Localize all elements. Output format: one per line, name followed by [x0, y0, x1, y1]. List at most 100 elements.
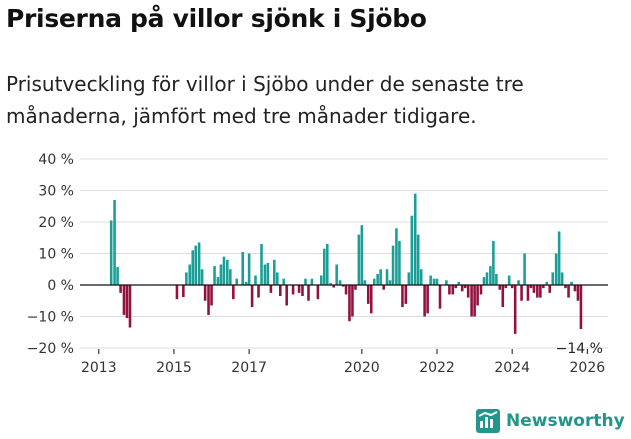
bar [219, 264, 223, 285]
bar [357, 234, 361, 285]
bar [348, 285, 351, 322]
bar [395, 228, 398, 285]
bar [322, 248, 326, 285]
chart-title: Priserna på villor sjönk i Sjöbo [6, 4, 427, 33]
bar [407, 272, 411, 285]
bar [438, 285, 442, 309]
x-tick-label: 2015 [156, 360, 192, 376]
bar [404, 285, 408, 304]
bar [485, 272, 489, 285]
bar [269, 285, 273, 293]
bar [432, 278, 436, 285]
x-tick-label: 2017 [231, 360, 267, 376]
bar [188, 264, 192, 285]
bar [197, 242, 201, 285]
bar [451, 285, 455, 295]
bar [466, 285, 470, 298]
bar [285, 285, 288, 306]
bar [560, 272, 564, 285]
bar [203, 285, 207, 301]
y-tick-label: 40 % [38, 152, 74, 168]
bar [579, 285, 583, 330]
x-tick-label: 2020 [344, 360, 380, 376]
latest-value-annotation: −14 % [556, 341, 603, 357]
bar [297, 285, 301, 293]
bar [344, 285, 348, 295]
bar [229, 269, 232, 285]
bar [250, 285, 254, 308]
bar [335, 264, 338, 285]
bar [492, 240, 495, 285]
bar [376, 273, 379, 285]
bar [372, 278, 376, 285]
bar [247, 253, 251, 285]
bar [273, 259, 276, 285]
bar [498, 285, 502, 290]
bar [279, 285, 282, 297]
bar [473, 285, 476, 317]
bar [369, 285, 373, 314]
bar [426, 285, 429, 314]
bar [191, 250, 195, 285]
bar [310, 278, 314, 285]
bar [194, 245, 198, 286]
bar [113, 199, 116, 285]
bar [263, 264, 267, 285]
bar [457, 281, 461, 285]
bar [554, 253, 558, 285]
bar [513, 285, 517, 334]
bar [325, 244, 329, 285]
bar [341, 285, 345, 287]
brand-name: Newsworthy [506, 411, 625, 431]
bar [567, 285, 570, 298]
bar [489, 266, 492, 285]
bar [226, 259, 229, 285]
bar [366, 285, 370, 304]
bar [363, 280, 367, 285]
bar [382, 285, 385, 290]
y-tick-label: 10 % [38, 247, 74, 263]
y-tick-label: −20 % [27, 341, 74, 357]
bar [501, 285, 505, 308]
bar [435, 278, 439, 285]
bar [319, 275, 323, 285]
x-axis: 2013 2015 2017 2020 2022 2024 2026 [81, 349, 605, 376]
bar [329, 282, 332, 285]
y-tick-label: 30 % [38, 184, 74, 200]
bar [301, 285, 304, 297]
bar [291, 285, 295, 295]
bar [351, 285, 354, 317]
bar [307, 285, 310, 301]
bar [526, 285, 530, 301]
bar [463, 285, 467, 289]
bar [304, 278, 307, 285]
bar [388, 280, 392, 285]
bar [338, 280, 342, 285]
bar [454, 285, 458, 289]
bar [385, 269, 389, 285]
bar [232, 285, 235, 300]
bar [576, 285, 580, 301]
bar [532, 285, 536, 293]
bar [398, 240, 401, 285]
y-tick-label: 0 % [47, 278, 74, 294]
bar [507, 275, 511, 285]
bar [216, 277, 220, 286]
bar [401, 285, 404, 308]
bar [564, 285, 567, 289]
bars [109, 193, 583, 334]
bar [391, 245, 395, 286]
bar [495, 273, 498, 285]
bar [470, 285, 473, 317]
bar [479, 285, 483, 295]
bar [213, 266, 216, 285]
bar [410, 215, 414, 285]
grid-lines [80, 158, 608, 349]
bar [244, 281, 248, 285]
x-tick-label: 2022 [419, 360, 455, 376]
bar [235, 278, 238, 285]
bar [222, 256, 226, 285]
bar [128, 285, 132, 328]
bar [125, 285, 129, 319]
bar [416, 234, 420, 285]
